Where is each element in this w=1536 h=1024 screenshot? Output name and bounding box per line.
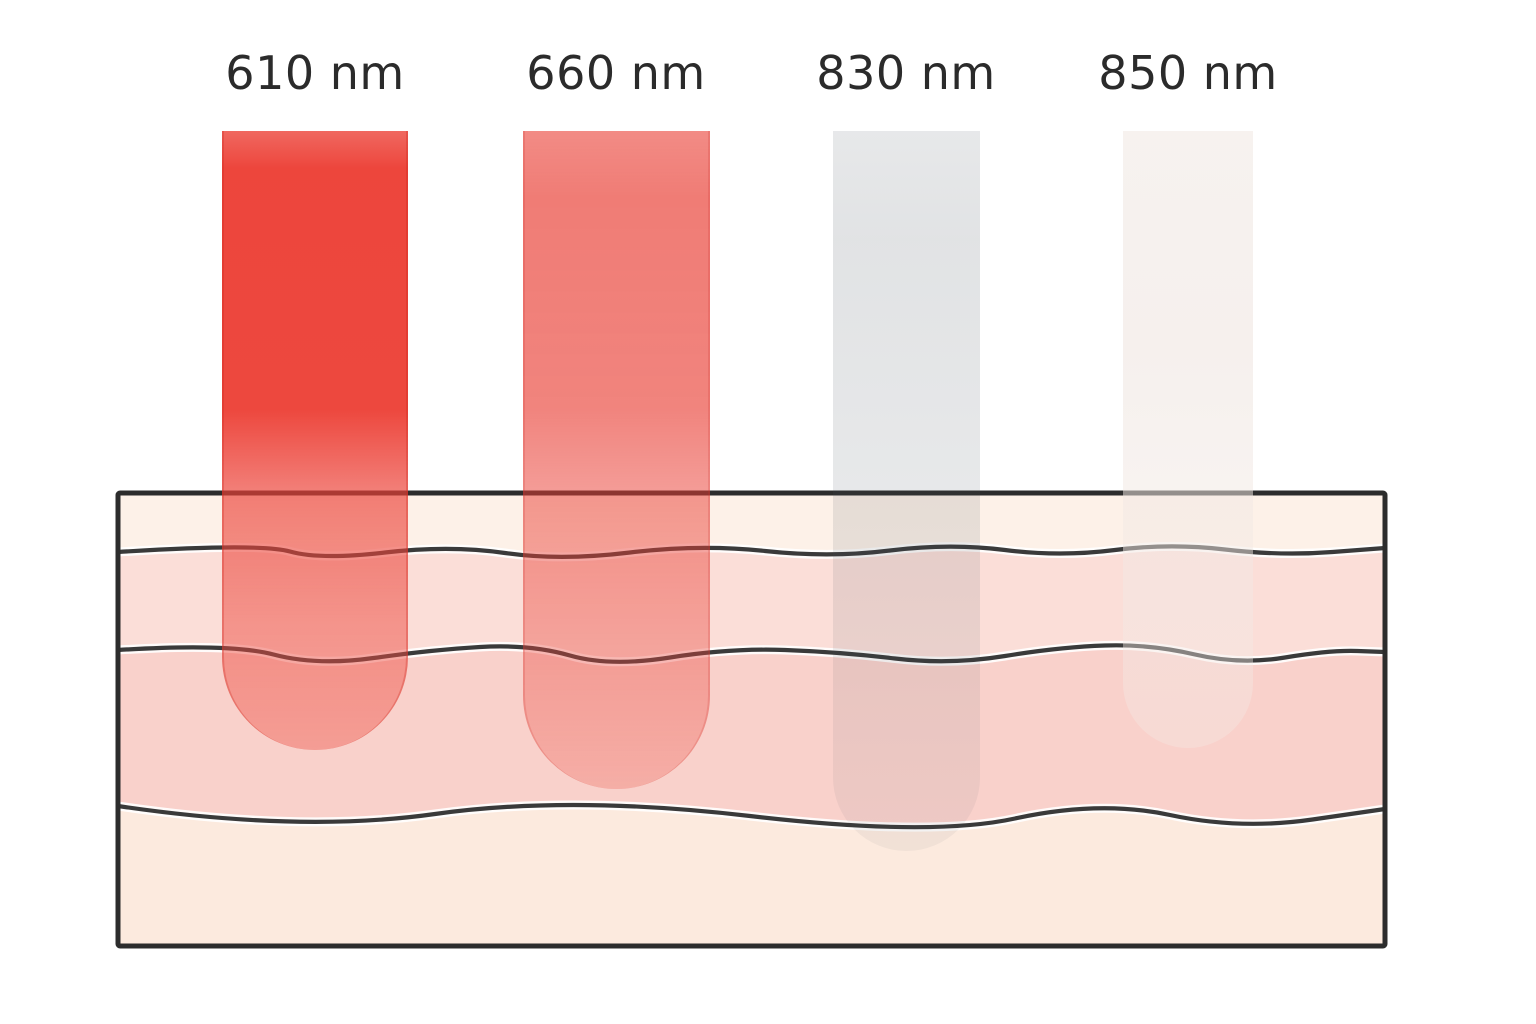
light-beam-610nm [222, 131, 408, 750]
wavelength-label-830nm: 830 nm [816, 46, 996, 100]
wavelength-label-660nm: 660 nm [526, 46, 706, 100]
light-beam-850nm [1123, 131, 1253, 748]
light-beam-830nm [832, 131, 980, 851]
wavelength-label-610nm: 610 nm [225, 46, 405, 100]
light-beam-660nm [522, 131, 710, 789]
wavelength-label-850nm: 850 nm [1098, 46, 1278, 100]
